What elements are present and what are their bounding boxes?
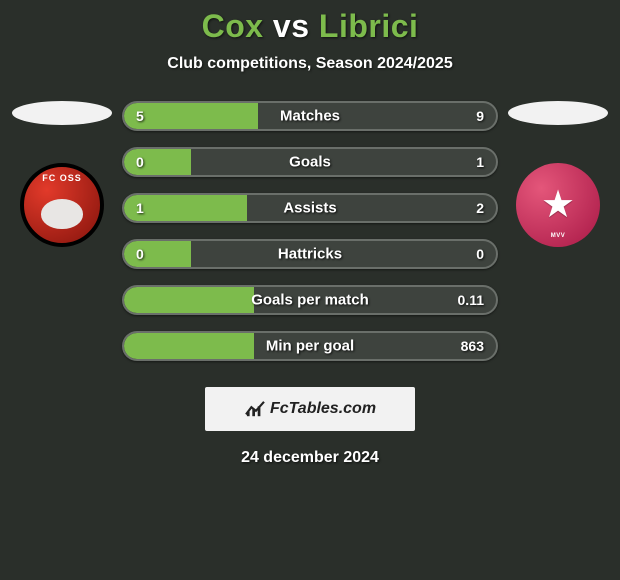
comparison-card: Cox vs Librici Club competitions, Season…: [0, 0, 620, 467]
player1-club-logo: FC OSS: [20, 163, 104, 247]
player1-avatar: [12, 101, 112, 125]
stat-bar: 0Goals1: [122, 147, 498, 177]
stat-bar: 1Assists2: [122, 193, 498, 223]
page-title: Cox vs Librici: [0, 8, 620, 45]
attribution-badge[interactable]: FcTables.com: [205, 387, 415, 431]
date-label: 24 december 2024: [0, 449, 620, 467]
stat-label: Assists: [124, 200, 496, 217]
stat-label: Matches: [124, 108, 496, 125]
stat-right-value: 0: [476, 246, 484, 262]
attribution-text: FcTables.com: [270, 400, 376, 418]
player2-avatar: [508, 101, 608, 125]
club2-abbrev: MVV: [551, 233, 566, 239]
left-side: FC OSS: [8, 101, 116, 247]
club1-abbrev: FC OSS: [42, 173, 82, 183]
chart-icon: [244, 400, 266, 418]
stat-label: Min per goal: [124, 338, 496, 355]
player2-name: Librici: [319, 8, 419, 44]
vs-separator: vs: [273, 8, 310, 44]
stat-right-value: 863: [461, 338, 484, 354]
right-side: ★ MVV: [504, 101, 612, 247]
main-row: FC OSS 5Matches90Goals11Assists20Hattric…: [0, 101, 620, 361]
stat-label: Goals: [124, 154, 496, 171]
player2-club-logo: ★ MVV: [516, 163, 600, 247]
stat-right-value: 2: [476, 200, 484, 216]
stats-bars: 5Matches90Goals11Assists20Hattricks0Goal…: [116, 101, 504, 361]
stat-bar: Min per goal863: [122, 331, 498, 361]
stat-bar: 0Hattricks0: [122, 239, 498, 269]
stat-bar: Goals per match0.11: [122, 285, 498, 315]
stat-right-value: 0.11: [458, 292, 484, 308]
stat-label: Hattricks: [124, 246, 496, 263]
stat-right-value: 1: [476, 154, 484, 170]
player1-name: Cox: [202, 8, 264, 44]
star-icon: ★: [541, 186, 575, 224]
subtitle: Club competitions, Season 2024/2025: [0, 55, 620, 73]
stat-bar: 5Matches9: [122, 101, 498, 131]
stat-right-value: 9: [476, 108, 484, 124]
stat-label: Goals per match: [124, 292, 496, 309]
